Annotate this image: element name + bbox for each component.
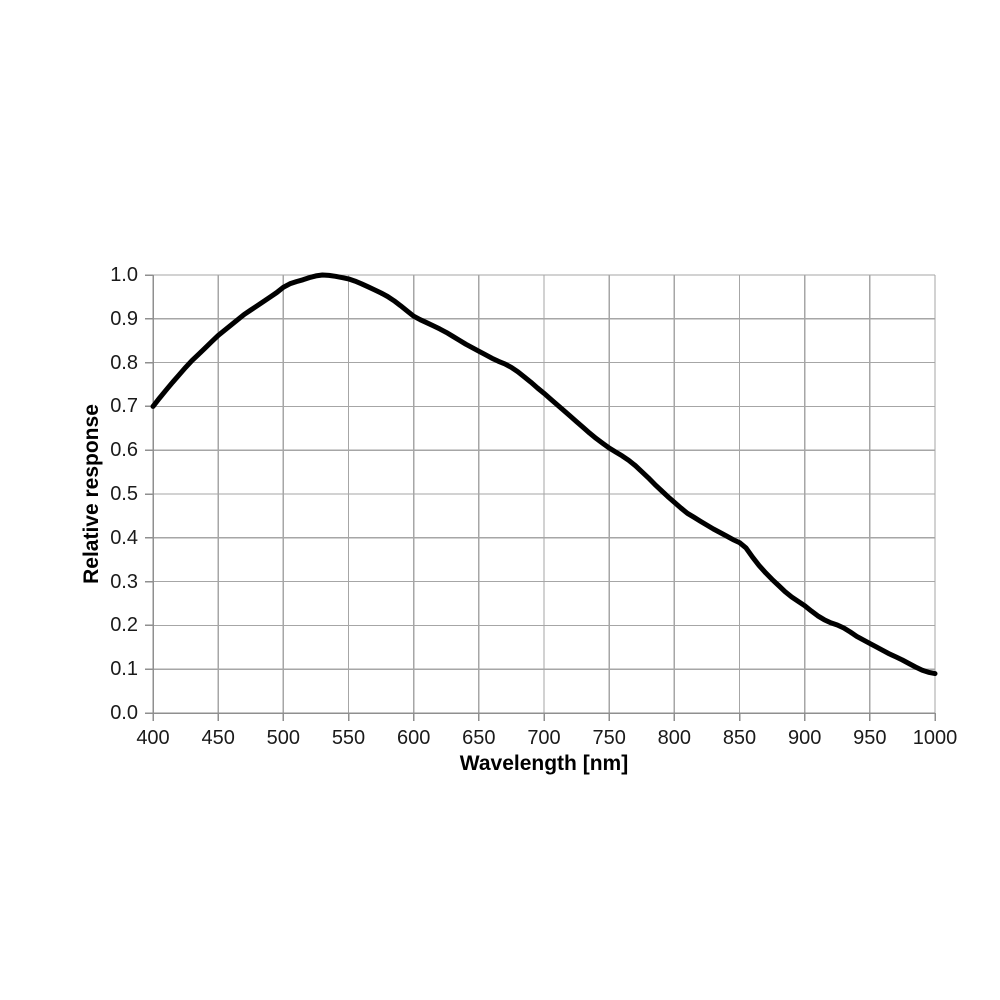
x-tick-label: 900	[787, 727, 822, 749]
y-tick-label: 0.1	[110, 658, 138, 681]
y-tick-label: 0.6	[110, 439, 138, 462]
x-tick-label: 500	[266, 727, 301, 749]
y-tick-label: 0.8	[110, 351, 138, 374]
x-tick-label: 800	[657, 727, 692, 749]
x-tick-label: 400	[136, 727, 170, 749]
x-tick-label: 1000	[912, 727, 958, 749]
grid-lines	[152, 274, 936, 714]
response-curve	[150, 272, 938, 677]
axis-ticks	[145, 274, 936, 721]
x-tick-label: 600	[396, 727, 431, 749]
y-tick-label: 0.2	[110, 614, 138, 637]
x-tick-label: 550	[331, 727, 366, 749]
x-tick-label: 750	[592, 727, 626, 749]
x-tick-label: 950	[853, 727, 887, 749]
y-tick-label: 0.5	[110, 483, 138, 505]
x-tick-label: 450	[201, 727, 235, 749]
x-tick-label: 700	[527, 727, 561, 749]
x-tick-label: 850	[722, 727, 757, 749]
x-axis-title: Wavelength [nm]	[459, 752, 629, 775]
y-tick-label: 0.9	[110, 307, 138, 330]
x-tick-label: 650	[462, 727, 496, 749]
y-tick-label: 0.3	[110, 570, 138, 593]
y-axis-title: Relative response	[80, 404, 103, 584]
y-tick-label: 0.0	[110, 702, 138, 724]
axis-lines	[152, 275, 935, 714]
y-tick-label: 0.7	[110, 395, 138, 418]
y-tick-label: 1.0	[110, 264, 138, 286]
y-tick-label: 0.4	[110, 526, 138, 549]
